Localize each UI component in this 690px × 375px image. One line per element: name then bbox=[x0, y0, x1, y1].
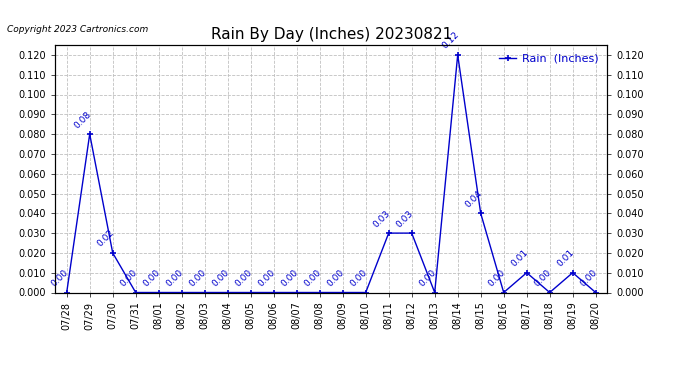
Rain  (Inches) bbox=[86, 132, 94, 136]
Rain  (Inches) bbox=[522, 270, 531, 275]
Rain  (Inches) bbox=[201, 290, 209, 295]
Text: 0.02: 0.02 bbox=[95, 228, 116, 249]
Text: 0.00: 0.00 bbox=[119, 268, 139, 288]
Text: 0.00: 0.00 bbox=[141, 268, 162, 288]
Text: 0.00: 0.00 bbox=[533, 268, 553, 288]
Rain  (Inches) bbox=[315, 290, 324, 295]
Text: 0.00: 0.00 bbox=[279, 268, 300, 288]
Rain  (Inches) bbox=[500, 290, 508, 295]
Text: 0.00: 0.00 bbox=[257, 268, 277, 288]
Rain  (Inches) bbox=[132, 290, 140, 295]
Text: 0.00: 0.00 bbox=[417, 268, 438, 288]
Text: 0.00: 0.00 bbox=[188, 268, 208, 288]
Rain  (Inches) bbox=[546, 290, 554, 295]
Rain  (Inches) bbox=[362, 290, 370, 295]
Line: Rain  (Inches): Rain (Inches) bbox=[63, 51, 599, 296]
Rain  (Inches) bbox=[224, 290, 232, 295]
Legend: Rain  (Inches): Rain (Inches) bbox=[496, 51, 602, 67]
Text: 0.00: 0.00 bbox=[210, 268, 231, 288]
Text: Copyright 2023 Cartronics.com: Copyright 2023 Cartronics.com bbox=[7, 25, 148, 34]
Text: 0.01: 0.01 bbox=[555, 248, 576, 268]
Rain  (Inches) bbox=[246, 290, 255, 295]
Rain  (Inches) bbox=[63, 290, 71, 295]
Rain  (Inches) bbox=[270, 290, 278, 295]
Text: 0.00: 0.00 bbox=[348, 268, 369, 288]
Text: 0.01: 0.01 bbox=[509, 248, 530, 268]
Title: Rain By Day (Inches) 20230821: Rain By Day (Inches) 20230821 bbox=[210, 27, 452, 42]
Rain  (Inches) bbox=[155, 290, 163, 295]
Rain  (Inches) bbox=[477, 211, 485, 216]
Rain  (Inches) bbox=[177, 290, 186, 295]
Text: 0.08: 0.08 bbox=[72, 110, 93, 130]
Text: 0.03: 0.03 bbox=[395, 209, 415, 229]
Rain  (Inches) bbox=[431, 290, 439, 295]
Rain  (Inches) bbox=[108, 251, 117, 255]
Rain  (Inches) bbox=[569, 270, 577, 275]
Text: 0.00: 0.00 bbox=[326, 268, 346, 288]
Rain  (Inches) bbox=[384, 231, 393, 236]
Text: 0.12: 0.12 bbox=[440, 30, 461, 51]
Text: 0.00: 0.00 bbox=[578, 268, 599, 288]
Text: 0.00: 0.00 bbox=[164, 268, 185, 288]
Rain  (Inches) bbox=[339, 290, 347, 295]
Rain  (Inches) bbox=[453, 53, 462, 57]
Text: 0.00: 0.00 bbox=[50, 268, 70, 288]
Rain  (Inches) bbox=[293, 290, 301, 295]
Rain  (Inches) bbox=[591, 290, 600, 295]
Text: 0.00: 0.00 bbox=[233, 268, 254, 288]
Text: 0.00: 0.00 bbox=[486, 268, 507, 288]
Text: 0.00: 0.00 bbox=[302, 268, 323, 288]
Text: 0.04: 0.04 bbox=[464, 189, 484, 209]
Text: 0.03: 0.03 bbox=[371, 209, 392, 229]
Rain  (Inches) bbox=[408, 231, 416, 236]
